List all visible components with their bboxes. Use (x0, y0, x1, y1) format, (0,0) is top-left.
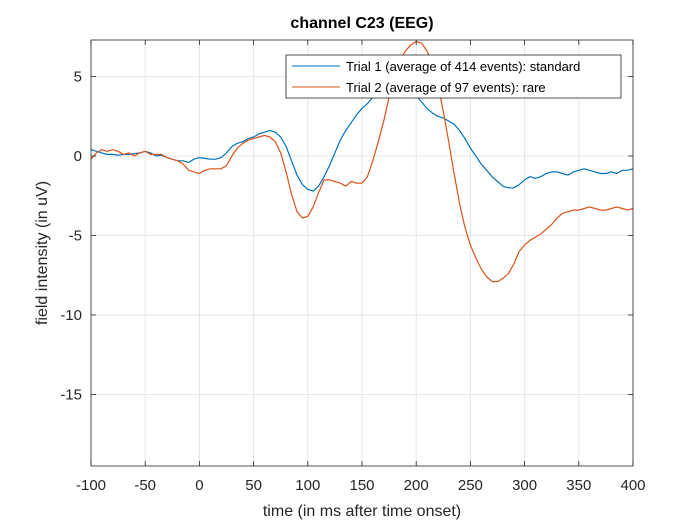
x-tick-label: 200 (404, 477, 429, 494)
legend: Trial 1 (average of 414 events): standar… (285, 54, 622, 99)
series-line-2 (90, 40, 634, 283)
chart-title: channel C23 (EEG) (290, 15, 433, 32)
legend-box (285, 54, 622, 99)
x-tick-label: 350 (566, 477, 591, 494)
x-tick-label: 250 (458, 477, 483, 494)
y-tick-label: -10 (60, 307, 82, 324)
y-tick-label: -15 (60, 386, 82, 403)
x-tick-label: 100 (295, 477, 320, 494)
series-line-1 (90, 82, 634, 192)
x-tick-label: 300 (512, 477, 537, 494)
series-layer (90, 40, 634, 283)
y-tick-label: 5 (74, 69, 82, 86)
y-tick-label: -5 (69, 228, 82, 245)
x-tick-label: -50 (134, 477, 156, 494)
x-axis-label: time (in ms after time onset) (263, 503, 461, 520)
legend-label-series-1: Trial 1 (average of 414 events): standar… (346, 59, 580, 74)
x-tick-label: 400 (620, 477, 645, 494)
y-tick-label: 0 (74, 148, 82, 165)
x-tick-label: 50 (245, 477, 262, 494)
legend-label-series-2: Trial 2 (average of 97 events): rare (346, 80, 546, 95)
x-tick-label: 0 (195, 477, 203, 494)
y-axis-label: field intensity (in uV) (34, 181, 51, 325)
x-tick-label: -100 (76, 477, 106, 494)
x-tick-label: 150 (349, 477, 374, 494)
ticks: -100 -50 0 50 100 150 200 250 300 350 40050-5-10-1… (60, 40, 646, 494)
